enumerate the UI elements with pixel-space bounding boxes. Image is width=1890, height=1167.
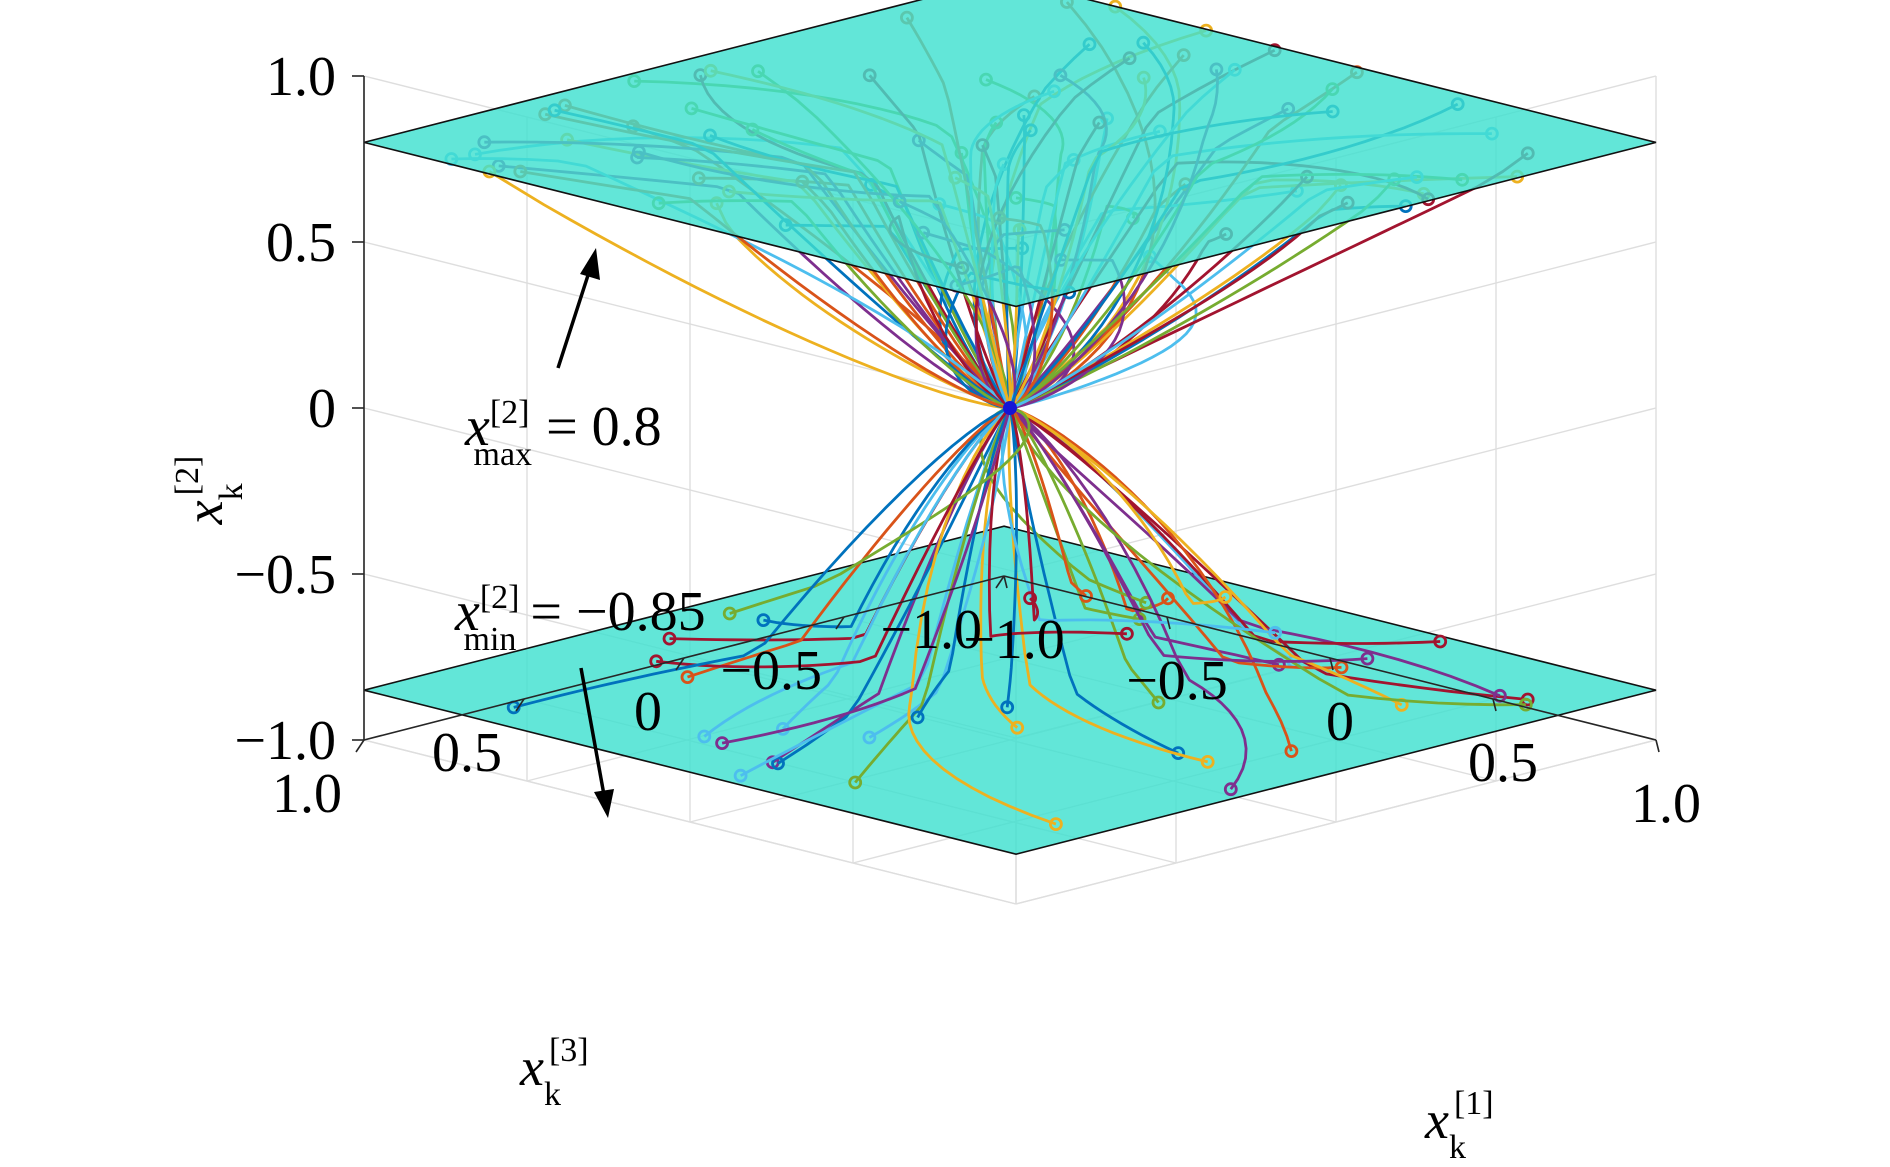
trajectory-line [1009, 406, 1501, 698]
y-tick-mark [515, 698, 525, 712]
trajectory-line [1005, 407, 1018, 708]
trajectory-line [1009, 406, 1227, 605]
x-tick-label: 0.5 [1468, 732, 1538, 794]
y-tick-label: 1.0 [272, 763, 342, 825]
grid-line-back-z [363, 241, 1017, 407]
trajectory-line [703, 406, 1011, 738]
grid-line-side-z [1015, 241, 1657, 407]
trajectory-start-marker [1433, 634, 1448, 649]
trajectory-start-marker [1518, 697, 1533, 712]
trajectory-start-marker [771, 756, 785, 771]
trajectory-line [987, 407, 1127, 638]
tick-label-layer: −1.0−1.01.0−0.5−0.50.50000.50.5−0.51.01.… [234, 46, 1701, 835]
axis-layer [352, 75, 1660, 753]
y-tick-label: −0.5 [720, 640, 822, 702]
y-tick-label: 0.5 [432, 722, 502, 784]
trajectory-line [763, 406, 1011, 629]
trajectory-line [1009, 406, 1368, 663]
trajectory-line [1009, 406, 1087, 598]
trajectory-start-marker [680, 670, 695, 684]
trajectory-line [1009, 406, 1441, 645]
x-tick-label: 0 [1326, 691, 1354, 753]
trajectory-line [513, 406, 1011, 709]
trajectory-start-marker [910, 710, 925, 725]
trajectory-start-marker [1023, 591, 1037, 606]
z-tick-label: 0 [308, 378, 336, 440]
trajectory-start-marker [1334, 660, 1349, 675]
y-tick-label: −1.0 [880, 599, 982, 661]
x-tick-label: −0.5 [1126, 650, 1228, 712]
trajectory-start-marker [1151, 695, 1166, 710]
trajectory-start-marker [1223, 782, 1238, 797]
y-tick-mark [355, 739, 365, 753]
trajectory-line [1007, 407, 1209, 764]
z-tick-label: 1.0 [266, 46, 336, 108]
x-tick-mark [1655, 739, 1660, 753]
grid-line-floor-y [363, 739, 1017, 905]
trajectory-start-marker [649, 654, 664, 669]
trajectory-line [729, 406, 1031, 615]
trajectory-line [721, 407, 1012, 745]
trajectory-start-marker [1010, 720, 1025, 735]
grid-line-back-z [363, 407, 1017, 573]
y-axis-label: xk[3] [519, 1032, 589, 1113]
trajectory-start-marker [1132, 612, 1147, 626]
trajectory-start-marker [1268, 625, 1282, 640]
y-tick-mark [995, 575, 1005, 589]
trajectory-line [781, 406, 1011, 730]
annotation-x-min: x[2] min = −0.85 [454, 579, 706, 658]
trajectory-start-marker [1120, 626, 1134, 641]
x-tick-mark [1003, 575, 1008, 589]
upper-constraint-plane [363, 0, 1657, 308]
x-tick-mark [1492, 698, 1497, 712]
x-tick-label: −1.0 [963, 609, 1065, 671]
trajectory-start-marker [715, 736, 729, 750]
convergence-point [1003, 401, 1017, 415]
z-tick-label: −0.5 [234, 544, 336, 606]
x-tick-mark [1329, 657, 1334, 671]
trajectory-start-marker [1284, 744, 1299, 758]
trajectory-start-marker [733, 768, 748, 783]
trajectory-line [1008, 407, 1039, 622]
trajectory-start-marker [722, 606, 737, 621]
x-axis-label: xk[1] [1424, 1085, 1494, 1166]
trajectory-line [907, 406, 1057, 826]
trajectory-start-marker [1000, 700, 1015, 715]
trajectory-line [656, 407, 1012, 669]
y-tick-mark [675, 657, 685, 671]
trajectory-line [916, 407, 1012, 719]
trajectory-start-marker [1049, 817, 1063, 831]
y-tick-label: 0 [634, 681, 662, 743]
z-axis-label: xk[2] [169, 456, 250, 526]
trajectory-line [1008, 407, 1179, 755]
z-tick-label: 0.5 [266, 212, 336, 274]
trajectory-line [868, 407, 1012, 739]
annotation-x-max-arrow [556, 248, 600, 369]
trajectory-start-marker [662, 631, 677, 646]
trajectory-line [1000, 407, 1276, 635]
trajectory-start-marker [862, 730, 877, 745]
trajectory-line [854, 407, 1012, 784]
x-tick-mark [1166, 616, 1171, 630]
trajectory-line [687, 406, 1011, 679]
trajectory-start-marker [697, 729, 712, 744]
trajectory-start-marker [848, 775, 863, 790]
trajectory-line [1009, 255, 1198, 410]
upper-constraint-plane-layer [363, 0, 1657, 308]
trajectory-line [1009, 178, 1396, 410]
z-tick-label: −1.0 [234, 710, 336, 772]
annotation-x-max: x[2] max = 0.8 [464, 394, 662, 473]
y-tick-mark [835, 616, 845, 630]
trajectory-start-marker [1218, 590, 1233, 604]
annotation-x-min-arrow [579, 667, 614, 818]
trajectory-start-marker [1360, 651, 1375, 666]
trajectory-line [488, 170, 1011, 410]
grid-line-floor-x [1015, 739, 1657, 905]
trajectory-start-marker [1200, 755, 1215, 769]
x-tick-label: 1.0 [1631, 773, 1701, 835]
trajectory-start-marker [756, 613, 771, 627]
